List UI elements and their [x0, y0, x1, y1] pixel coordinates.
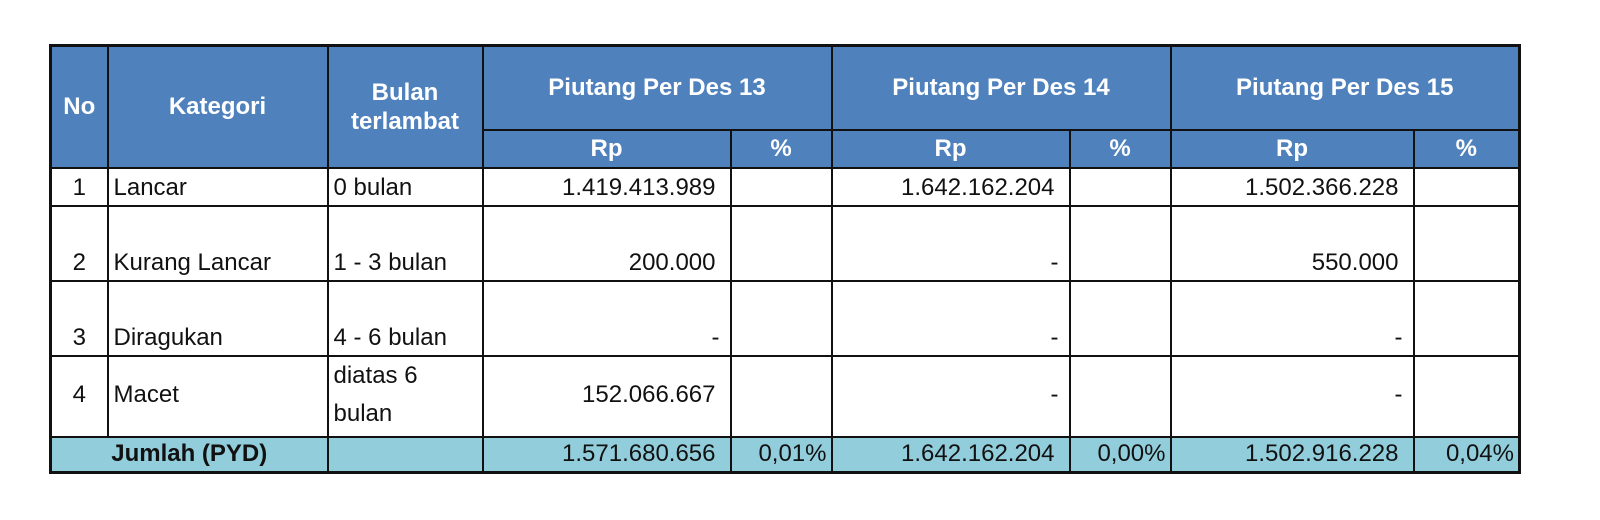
row-rp-15: - — [1169, 354, 1415, 438]
row-rp-13: 200.000 — [481, 204, 732, 282]
sub-header-rp-14: Rp — [830, 128, 1071, 169]
row-rp-14: - — [830, 279, 1071, 357]
row-rp-14: - — [830, 204, 1071, 282]
row-no: 4 — [49, 354, 109, 438]
col-header-no: No — [49, 44, 109, 169]
table-row: 2 Kurang Lancar 1 - 3 bulan 200.000 - 55… — [49, 204, 1521, 282]
row-no: 3 — [49, 279, 109, 357]
row-pct-13 — [729, 204, 833, 282]
total-rp-14: 1.642.162.204 — [830, 435, 1071, 474]
table-row: 1 Lancar 0 bulan 1.419.413.989 1.642.162… — [49, 166, 1521, 207]
row-rp-15: - — [1169, 279, 1415, 357]
table-row: 4 Macet diatas 6 bulan 152.066.667 - - — [49, 354, 1521, 438]
row-rp-13: 1.419.413.989 — [481, 166, 732, 207]
sub-header-pct-15: % — [1412, 128, 1521, 169]
row-pct-13 — [729, 166, 833, 207]
row-kategori: Lancar — [106, 166, 329, 207]
sub-header-pct-14: % — [1068, 128, 1172, 169]
row-bulan: 1 - 3 bulan — [326, 204, 484, 282]
total-rp-15: 1.502.916.228 — [1169, 435, 1415, 474]
header-row-sub: Rp % Rp % Rp % — [51, 128, 1521, 169]
row-pct-15 — [1412, 354, 1521, 438]
sub-header-pct-13: % — [729, 128, 833, 169]
row-pct-14 — [1068, 204, 1172, 282]
row-no: 1 — [49, 166, 109, 207]
row-pct-13 — [729, 279, 833, 357]
row-rp-15: 1.502.366.228 — [1169, 166, 1415, 207]
row-pct-15 — [1412, 204, 1521, 282]
total-row: Jumlah (PYD) 1.571.680.656 0,01% 1.642.1… — [49, 435, 1521, 474]
row-pct-14 — [1068, 354, 1172, 438]
total-pct-15: 0,04% — [1412, 435, 1521, 474]
row-rp-14: - — [830, 354, 1071, 438]
col-header-kategori: Kategori — [106, 44, 329, 169]
total-pct-13: 0,01% — [729, 435, 833, 474]
col-header-bulan-terlambat: Bulan terlambat — [326, 44, 484, 169]
total-label: Jumlah (PYD) — [49, 435, 329, 474]
row-rp-15: 550.000 — [1169, 204, 1415, 282]
total-rp-13: 1.571.680.656 — [481, 435, 732, 474]
sub-header-rp-13: Rp — [481, 128, 732, 169]
total-pct-14: 0,00% — [1068, 435, 1172, 474]
row-pct-15 — [1412, 166, 1521, 207]
row-pct-14 — [1068, 166, 1172, 207]
row-bulan: diatas 6 bulan — [326, 354, 484, 438]
row-pct-15 — [1412, 279, 1521, 357]
table-row: 3 Diragukan 4 - 6 bulan - - - — [49, 279, 1521, 357]
col-header-period-14: Piutang Per Des 14 — [830, 44, 1172, 131]
col-header-period-13: Piutang Per Des 13 — [481, 44, 833, 131]
header-row-top: No Kategori Bulan terlambat Piutang Per … — [49, 44, 1521, 169]
row-pct-14 — [1068, 279, 1172, 357]
sub-header-rp-15: Rp — [1169, 128, 1415, 169]
row-bulan: 4 - 6 bulan — [326, 279, 484, 357]
row-rp-13: - — [481, 279, 732, 357]
row-pct-13 — [729, 354, 833, 438]
row-kategori: Kurang Lancar — [106, 204, 329, 282]
row-rp-13: 152.066.667 — [481, 354, 732, 438]
row-kategori: Diragukan — [106, 279, 329, 357]
row-bulan: 0 bulan — [326, 166, 484, 207]
col-header-period-15: Piutang Per Des 15 — [1169, 44, 1521, 131]
receivables-table: No Kategori Bulan terlambat Piutang Per … — [49, 44, 1521, 474]
row-rp-14: 1.642.162.204 — [830, 166, 1071, 207]
total-bulan — [326, 435, 484, 474]
row-kategori: Macet — [106, 354, 329, 438]
row-no: 2 — [49, 204, 109, 282]
